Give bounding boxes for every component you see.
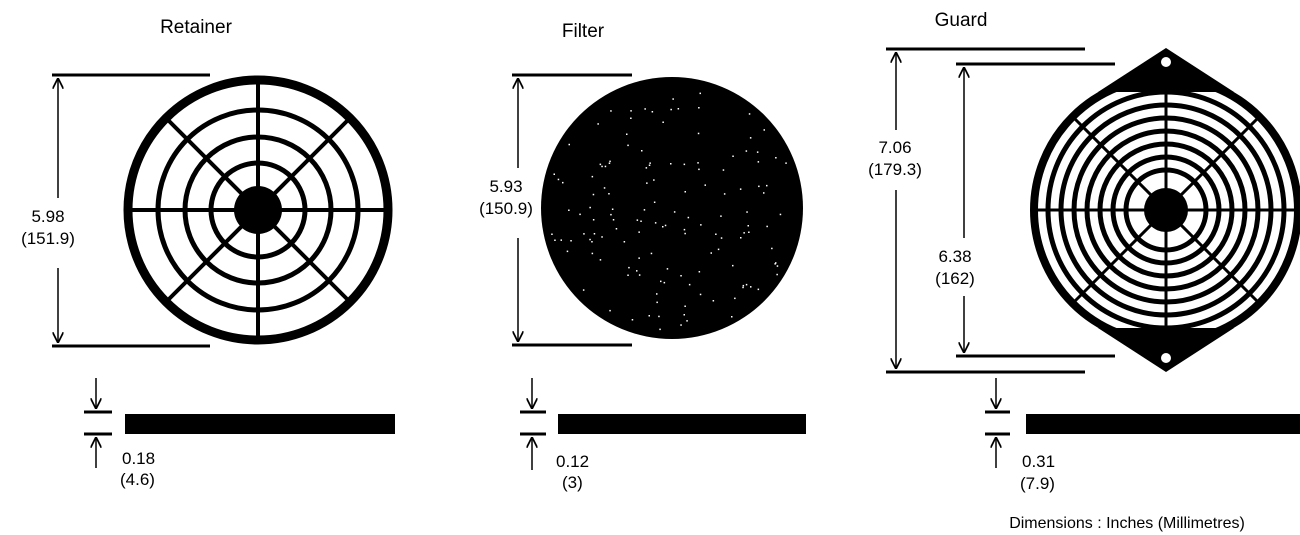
filter-thickness-inches: 0.12 <box>556 452 589 471</box>
retainer-thickness-mm: (4.6) <box>120 470 155 489</box>
guard-thickness-dimension: 0.31 (7.9) <box>985 378 1300 493</box>
guard-overall-dimension: 7.06 (179.3) <box>868 47 1085 374</box>
retainer-diameter-mm: (151.9) <box>21 229 75 248</box>
filter-diameter-dimension: 5.93 (150.9) <box>479 73 632 347</box>
units-note: Dimensions : Inches (Millimetres) <box>1009 515 1245 532</box>
guard-mount-inches: 6.38 <box>938 247 971 266</box>
retainer-diameter-inches: 5.98 <box>31 207 64 226</box>
guard-mount-dimension: 6.38 (162) <box>935 62 1115 358</box>
filter-thickness-dimension: 0.12 (3) <box>520 378 806 492</box>
guard-mount-mm: (162) <box>935 269 975 288</box>
top-mount-hole-icon <box>1159 55 1173 69</box>
guard-group: Guard 7.06 (179.3) 6.38 (162) <box>868 10 1300 493</box>
bottom-mount-hole-icon <box>1159 351 1173 365</box>
filter-group: Filter 5.93 (150.9) 0.12 (3) <box>479 21 806 492</box>
guard-overall-mm: (179.3) <box>868 160 922 179</box>
fan-guard-drawing <box>1030 48 1300 372</box>
guard-thickness-mm: (7.9) <box>1020 474 1055 493</box>
retainer-side-profile <box>125 414 395 434</box>
retainer-grille-drawing <box>123 75 393 345</box>
retainer-title: Retainer <box>160 17 232 38</box>
guard-side-profile <box>1026 414 1300 434</box>
filter-thickness-mm: (3) <box>562 473 583 492</box>
retainer-thickness-inches: 0.18 <box>122 449 155 468</box>
retainer-group: Retainer 5.98 (151.9) <box>21 17 395 489</box>
filter-foam-disc-drawing <box>541 77 803 339</box>
guard-overall-inches: 7.06 <box>878 138 911 157</box>
filter-diameter-mm: (150.9) <box>479 199 533 218</box>
guard-thickness-inches: 0.31 <box>1022 452 1055 471</box>
filter-diameter-inches: 5.93 <box>489 177 522 196</box>
retainer-diameter-dimension: 5.98 (151.9) <box>21 73 210 348</box>
filter-side-profile <box>558 414 806 434</box>
filter-title: Filter <box>562 21 605 42</box>
retainer-thickness-dimension: 0.18 (4.6) <box>84 378 395 489</box>
guard-title: Guard <box>935 10 988 31</box>
